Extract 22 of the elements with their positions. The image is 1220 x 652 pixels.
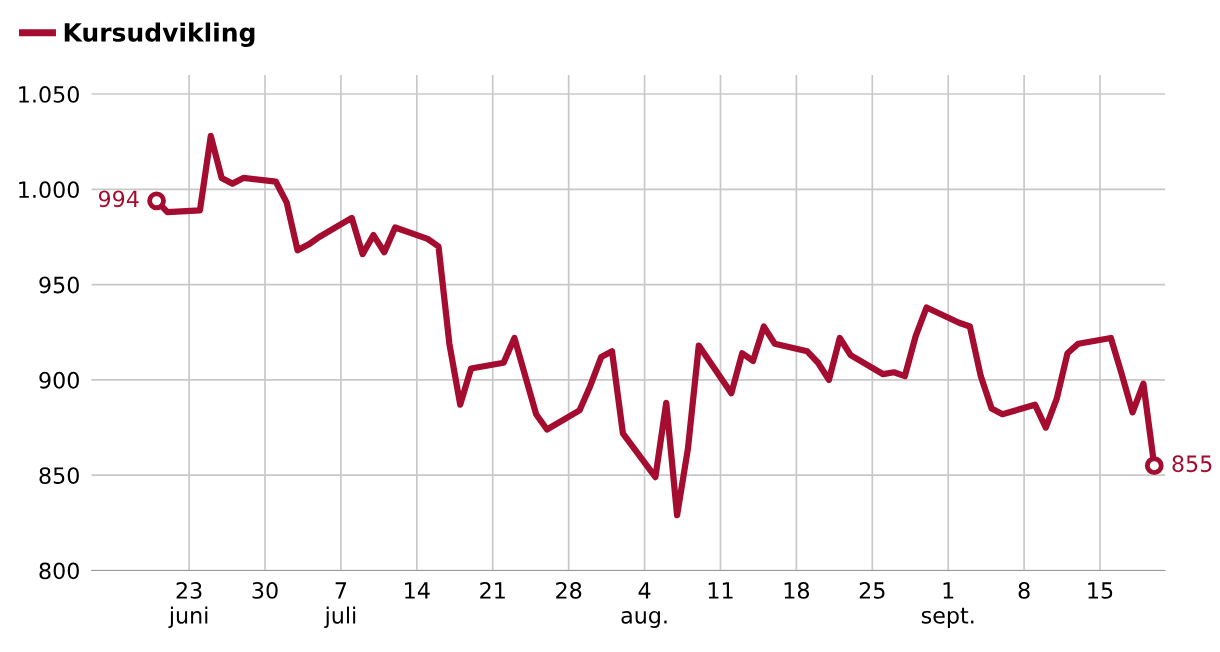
x-tick-label: 30	[252, 582, 278, 599]
y-tick-label: 1.000	[19, 181, 79, 199]
x-tick-label: 1 sept.	[921, 582, 974, 628]
legend-label: Kursudvikling	[64, 22, 255, 47]
x-tick-label: 21	[480, 582, 505, 599]
data-label: 855	[1172, 455, 1212, 473]
x-tick-label: 18	[784, 582, 810, 599]
x-tick-label: 11	[708, 582, 733, 599]
y-tick-label: 950	[39, 276, 79, 294]
y-tick-label: 850	[39, 467, 79, 484]
data-label: 994	[98, 190, 139, 208]
x-tick-label: 25	[859, 582, 885, 599]
y-tick-label: 1.050	[19, 85, 79, 103]
x-tick-label: 4 aug.	[621, 582, 667, 628]
y-tick-label: 800	[39, 562, 79, 580]
x-tick-label: 23 juni	[168, 582, 208, 628]
x-tick-label: 7 juli	[324, 582, 356, 628]
y-tick-label: 900	[39, 371, 79, 389]
x-tick-label: 28	[556, 582, 582, 599]
x-tick-label: 14	[405, 582, 430, 599]
x-tick-label: 8	[1018, 582, 1030, 599]
x-tick-label: 15	[1088, 582, 1113, 599]
